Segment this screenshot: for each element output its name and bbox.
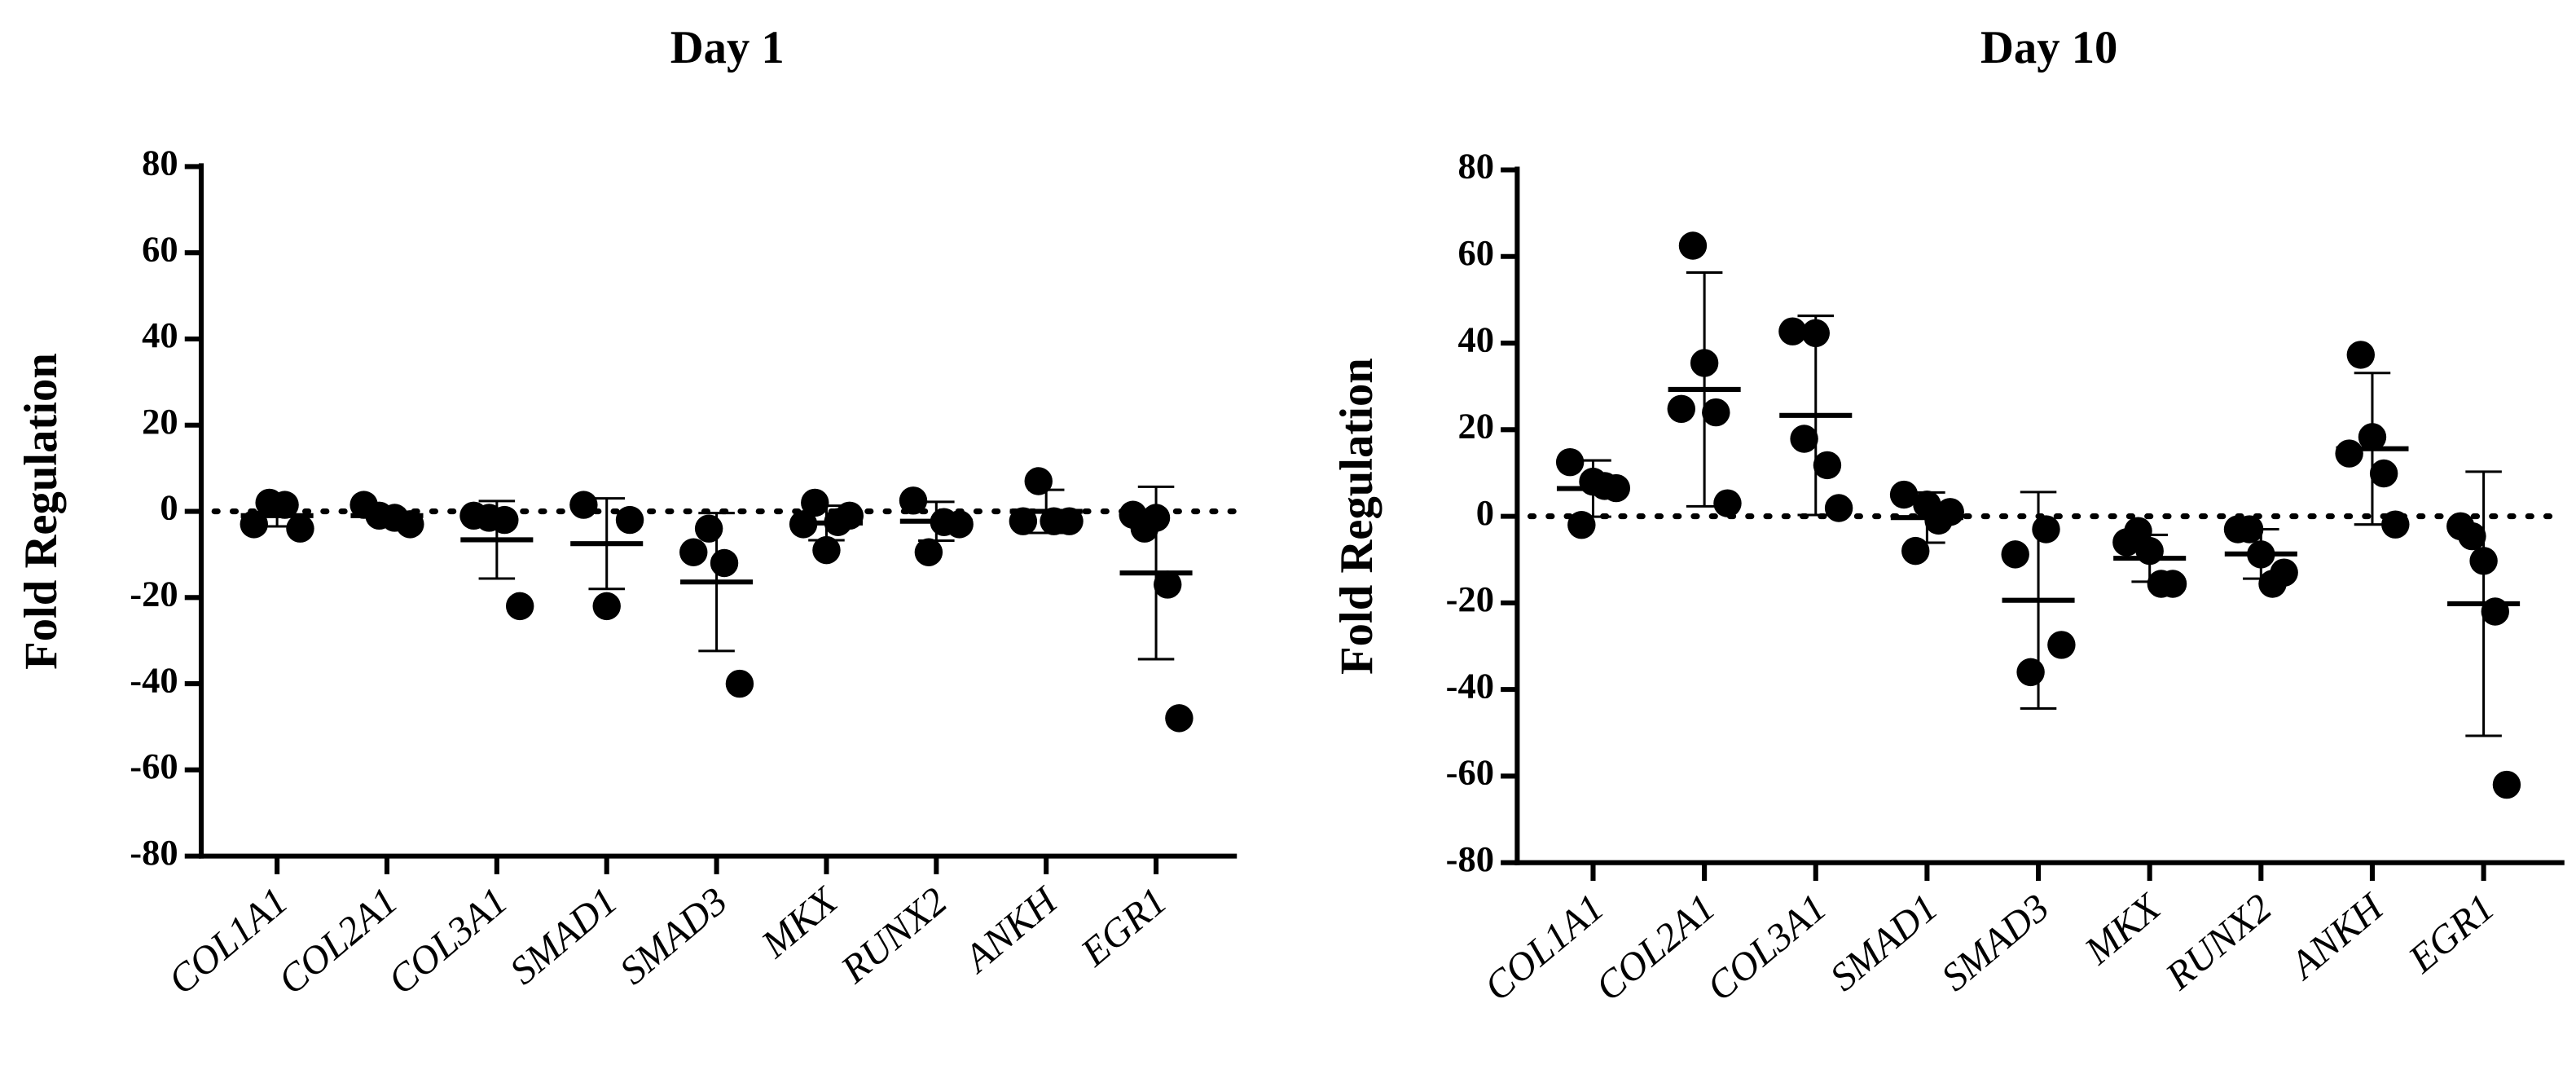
chart-title: Day 10 [1980,23,2117,73]
data-point [2381,510,2410,539]
data-point [2047,631,2076,659]
x-tick-label: SMAD3 [611,878,736,992]
y-tick-label: -40 [1446,665,1494,706]
data-point [945,510,974,539]
y-tick-label: 60 [142,228,178,269]
y-tick-label: 0 [1476,492,1494,533]
y-tick-label: 20 [1458,406,1495,447]
x-tick-label: RUNX2 [832,878,955,992]
x-tick-label: COL3A1 [1699,885,1835,1009]
data-point [615,505,644,535]
data-point [1154,570,1182,599]
y-tick-label: 60 [1458,232,1495,273]
data-point [1889,480,1919,509]
data-point [2369,459,2398,488]
x-tick-label: SMAD3 [1933,885,2058,999]
y-tick-label: 80 [142,143,178,183]
data-point [569,491,598,519]
data-point [1702,398,1730,427]
data-point [1024,467,1053,495]
x-tick-label: EGR1 [2399,885,2502,981]
x-tick-label: COL1A1 [1476,885,1612,1009]
y-tick-label: 40 [142,315,178,355]
y-tick-label: 40 [1458,319,1495,359]
x-tick-label: ANKH [2280,884,2393,988]
data-point [2469,547,2498,575]
data-point [1713,489,1742,517]
data-point [1936,498,1964,526]
data-point [2016,658,2045,687]
data-point [2335,439,2363,468]
data-point [1801,319,1830,348]
y-tick-label: -40 [130,659,178,700]
x-tick-label: RUNX2 [2156,885,2279,998]
y-axis-label: Fold Regulation [16,353,67,670]
data-point [2001,540,2029,569]
y-tick-label: -80 [1446,838,1494,879]
chart-title: Day 1 [670,23,785,73]
data-point [2235,515,2264,544]
data-point [899,486,928,515]
data-point [1009,507,1038,535]
data-point [812,535,841,565]
x-tick-label: SMAD1 [1822,885,1946,999]
data-point [2032,515,2060,544]
y-tick-label: -20 [130,574,178,614]
y-axis-label: Fold Regulation [1332,358,1383,675]
data-point [914,538,943,566]
data-point [835,501,864,530]
data-point [2492,770,2521,799]
y-tick-label: 20 [142,401,178,442]
data-point [2158,570,2187,598]
y-tick-label: -60 [1446,752,1494,793]
data-point [710,548,739,578]
data-point [1901,536,1930,566]
data-point [1824,494,1853,522]
y-tick-label: -80 [130,832,178,873]
data-point [801,488,829,517]
data-point [2346,341,2375,369]
data-point [1678,231,1708,260]
data-point [2458,521,2486,551]
data-point [725,669,754,698]
x-tick-label: MKX [2076,884,2170,973]
x-tick-label: COL1A1 [160,878,296,1002]
data-point [1813,451,1842,480]
data-point [1055,507,1084,535]
data-point [1778,317,1807,345]
data-point [2270,558,2298,587]
data-point [270,491,299,519]
data-point [286,514,314,543]
x-tick-label: EGR1 [1072,878,1175,975]
x-tick-label: ANKH [954,878,1066,982]
data-point [1555,447,1585,477]
x-tick-label: MKX [753,878,847,966]
data-point [1790,425,1818,453]
data-point [694,514,723,543]
x-tick-label: COL2A1 [270,878,406,1002]
x-tick-label: COL3A1 [380,878,516,1002]
data-point [1567,511,1596,539]
data-point [679,538,708,566]
data-point [592,592,621,621]
data-point [1165,704,1193,733]
data-point [505,592,534,621]
data-point [1141,504,1171,532]
x-tick-label: SMAD1 [501,878,626,992]
data-point [1690,349,1719,377]
y-tick-label: -60 [130,746,178,786]
data-point [1667,394,1695,424]
x-tick-label: COL2A1 [1587,885,1723,1009]
y-tick-label: 80 [1458,146,1495,187]
data-point [2358,423,2387,451]
y-tick-label: -20 [1446,579,1494,619]
data-point [490,505,519,535]
y-tick-label: 0 [160,487,178,528]
